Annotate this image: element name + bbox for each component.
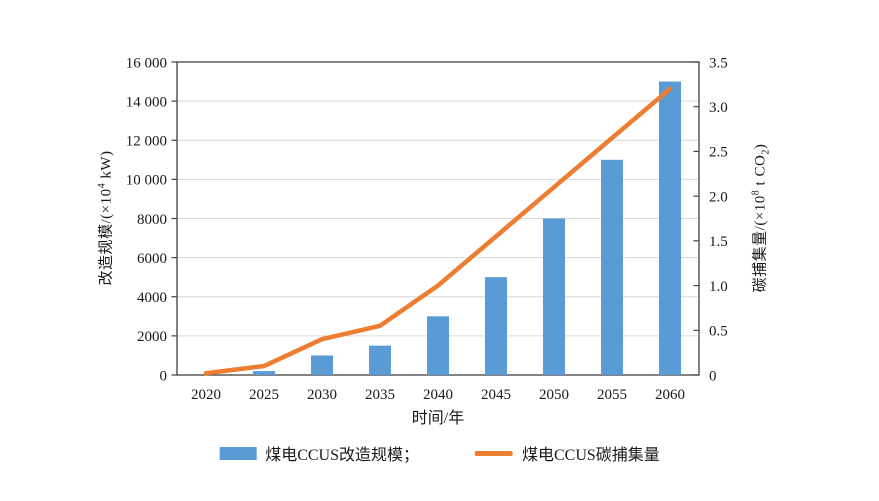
legend-label-line-series: 煤电CCUS碳捕集量 (522, 447, 660, 464)
legend-item-bar-series: 煤电CCUS改造规模； (219, 441, 419, 465)
bar-2055 (601, 159, 623, 375)
right-axis-tick-label: 1.5 (709, 234, 728, 250)
bar-series-swatch (219, 446, 257, 460)
left-axis-tick-label: 0 (160, 368, 168, 384)
bar-2030 (311, 355, 333, 375)
right-axis-tick-label: 1.0 (709, 279, 728, 295)
right-axis-tick-label: 0 (709, 368, 717, 384)
legend-item-line-series: 煤电CCUS碳捕集量 (475, 441, 660, 465)
x-axis-tick-label: 2050 (539, 387, 569, 403)
right-axis-tick-label: 2.0 (709, 189, 728, 205)
left-axis-tick-label: 16 000 (126, 55, 167, 71)
right-axis-tick-label: 3.0 (709, 100, 728, 116)
left-axis-tick-label: 12 000 (126, 134, 167, 150)
x-axis-tick-label: 2060 (655, 387, 685, 403)
right-axis-tick-label: 0.5 (709, 324, 728, 340)
left-axis-tick-label: 8000 (137, 212, 167, 228)
bar-2035 (369, 345, 391, 375)
bar-2050 (543, 218, 565, 375)
left-axis-tick-label: 4000 (137, 290, 167, 306)
right-axis-tick-label: 3.5 (709, 55, 728, 71)
line-series-swatch (475, 450, 513, 456)
x-axis-tick-label: 2035 (365, 387, 395, 403)
x-axis-tick-label: 2025 (249, 387, 279, 403)
legend-label-bar-series: 煤电CCUS改造规模； (265, 447, 419, 464)
carbon-capture-line (203, 86, 673, 376)
right-y-axis-title: 碳捕集量/(×108 t CO2) (750, 143, 772, 293)
left-axis-tick-label: 10 000 (126, 173, 167, 189)
x-axis-tick-label: 2055 (597, 387, 627, 403)
left-axis-tick-label: 2000 (137, 329, 167, 345)
left-axis-tick-label: 14 000 (126, 94, 167, 110)
x-axis-tick-label: 2045 (481, 387, 511, 403)
left-y-axis-title: 改造规模/(×104 kW) (96, 150, 115, 286)
x-axis-title: 时间/年 (411, 410, 465, 427)
legend: 煤电CCUS改造规模； 煤电CCUS碳捕集量 (219, 441, 660, 465)
left-axis-tick-label: 6000 (137, 251, 167, 267)
bar-2040 (427, 316, 449, 375)
x-axis-tick-label: 2040 (423, 387, 453, 403)
x-axis-tick-label: 2030 (307, 387, 337, 403)
bar-2025 (253, 371, 275, 375)
bar-2045 (485, 277, 507, 375)
right-axis-tick-label: 2.5 (709, 145, 728, 161)
bar-2060 (659, 81, 681, 375)
x-axis-tick-label: 2020 (191, 387, 221, 403)
